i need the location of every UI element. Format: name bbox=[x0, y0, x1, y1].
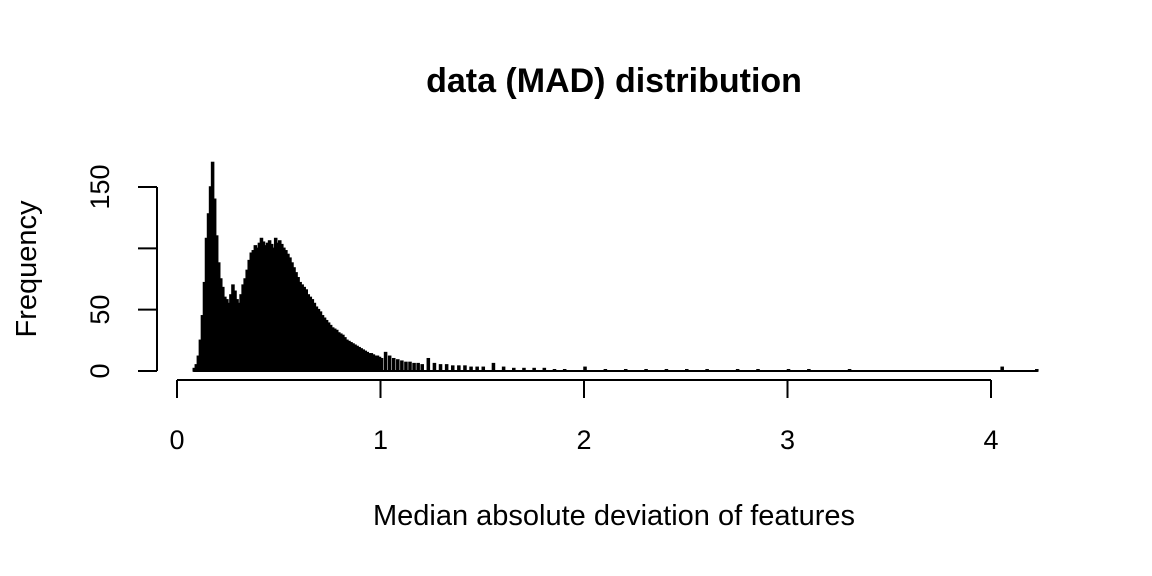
histogram-bar bbox=[391, 357, 396, 372]
y-tick-label: 0 bbox=[85, 363, 115, 378]
x-tick-label: 0 bbox=[169, 425, 184, 455]
y-axis-label: Frequency bbox=[11, 200, 43, 338]
histogram-bar bbox=[404, 361, 408, 372]
chart-title: data (MAD) distribution bbox=[426, 62, 802, 100]
y-tick-label: 150 bbox=[85, 164, 115, 209]
x-tick-label: 4 bbox=[983, 425, 998, 455]
histogram-bar bbox=[383, 351, 388, 372]
histogram-bar bbox=[426, 357, 431, 372]
x-tick-label: 3 bbox=[780, 425, 795, 455]
x-axis-label: Median absolute deviation of features bbox=[373, 500, 855, 532]
histogram-bar bbox=[396, 359, 400, 372]
y-axis-ticks: 0 50 150 bbox=[85, 164, 157, 379]
histogram-bar bbox=[412, 362, 416, 372]
y-tick-label: 50 bbox=[85, 295, 115, 325]
histogram-bar bbox=[400, 360, 404, 372]
x-axis-ticks: 0 1 2 3 4 bbox=[169, 380, 999, 455]
histogram-bar bbox=[379, 357, 384, 372]
histogram-bar bbox=[416, 362, 420, 372]
histogram-bars bbox=[192, 161, 1039, 372]
histogram-bar bbox=[387, 355, 392, 372]
histogram-bar bbox=[408, 361, 412, 372]
histogram-bar bbox=[491, 362, 496, 372]
x-tick-label: 1 bbox=[373, 425, 388, 455]
x-tick-label: 2 bbox=[576, 425, 591, 455]
histogram-bar bbox=[432, 362, 437, 372]
